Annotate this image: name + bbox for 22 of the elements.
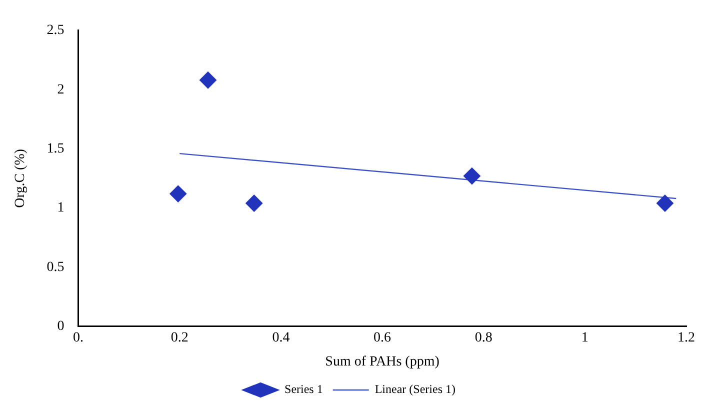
x-tick-label: 0.4: [272, 330, 290, 346]
x-axis-title: Sum of PAHs (ppm): [325, 354, 440, 370]
y-tick-label: 1: [57, 200, 64, 216]
y-tick-label: 1.5: [46, 141, 64, 156]
x-tick-label: 0.2: [170, 330, 188, 346]
point: [463, 168, 480, 185]
y-tick-label: 0.5: [46, 260, 64, 275]
x-tick-label: 1: [581, 330, 588, 346]
y-tick-label: 2.5: [46, 23, 64, 38]
x-tick-label: 0.8: [474, 330, 492, 346]
y-axis-title: Org.C (%): [13, 148, 28, 208]
point: [170, 185, 187, 202]
y-tick-label: 0: [57, 319, 64, 334]
point: [656, 194, 674, 212]
x-tick-label: 1.2: [678, 330, 695, 346]
point: [246, 194, 263, 212]
point: [199, 72, 216, 89]
y-tick-label: 2: [57, 82, 64, 98]
x-tick-label: 0.6: [374, 330, 392, 346]
legend-label: Series 1: [284, 382, 323, 396]
x-tick-label: 0.: [73, 330, 84, 346]
legend-label: Linear (Series 1): [374, 382, 456, 396]
